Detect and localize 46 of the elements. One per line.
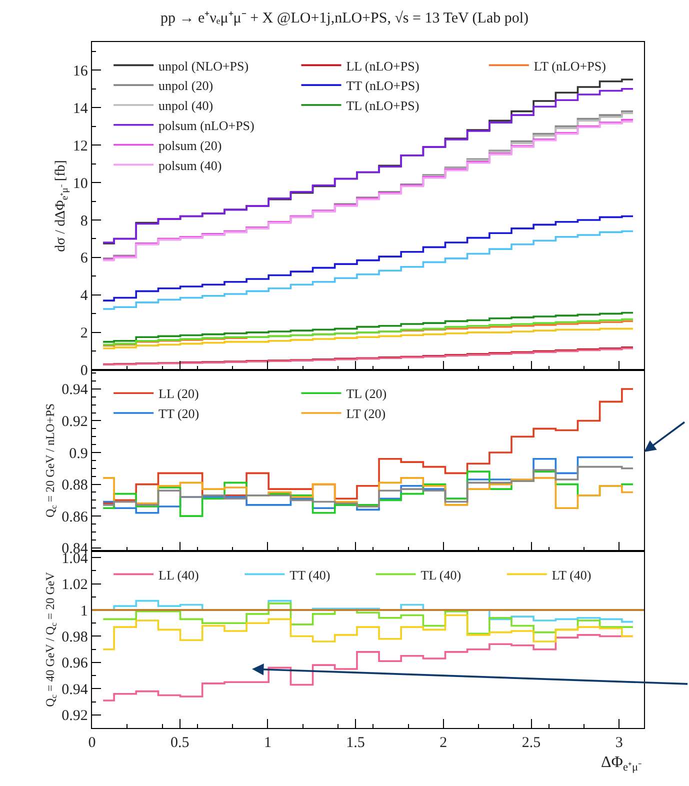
- y-tick-label: 14: [72, 100, 88, 117]
- x-tick-label: 2.5: [522, 735, 541, 752]
- legend-label: LT (nLO+PS): [534, 58, 606, 74]
- y-tick-label: 16: [72, 63, 88, 80]
- y-tick-label: 0.98: [62, 629, 88, 646]
- y-tick-label: 12: [72, 138, 88, 154]
- y-tick-label: 2: [80, 326, 88, 342]
- y-tick-label: 0.9: [69, 446, 88, 462]
- y-tick-label: 0.94: [62, 682, 88, 698]
- y-tick-label: 10: [72, 176, 88, 192]
- legend-label: unpol (20): [158, 78, 214, 94]
- x-tick-label: 3: [615, 735, 623, 752]
- legend-label: TL (nLO+PS): [346, 98, 420, 114]
- legend-label: polsum (40): [158, 158, 222, 173]
- x-tick-label: 1.5: [346, 735, 365, 752]
- legend-label: LL (40): [158, 567, 199, 582]
- y-tick-label: 0.88: [62, 478, 88, 494]
- y-tick-label: 0.96: [62, 656, 88, 672]
- legend-label: LT (40): [552, 567, 592, 582]
- legend-label: unpol (40): [158, 98, 214, 114]
- y-tick-label: 6: [80, 250, 88, 267]
- legend-label: TT (nLO+PS): [346, 78, 420, 94]
- legend-label: TL (40): [420, 567, 462, 582]
- chart-title: pp → e⁺νₑμ⁺μ⁻ + X @LO+1j,nLO+PS, √s = 13 TeV (Lab pol): [160, 10, 529, 26]
- legend-label: TL (20): [346, 386, 387, 402]
- y-tick-label: 0.92: [62, 708, 88, 724]
- y-tick-label: 1.02: [62, 577, 88, 594]
- x-tick-label: 0.5: [170, 735, 190, 752]
- y-tick-label: 0.86: [62, 509, 88, 526]
- legend-label: TT (20): [158, 406, 200, 422]
- legend-label: unpol (NLO+PS): [158, 58, 249, 74]
- y-tick-label: 4: [80, 288, 88, 304]
- legend-label: polsum (nLO+PS): [158, 118, 254, 133]
- legend-label: LL (nLO+PS): [346, 58, 420, 74]
- y-tick-label: 0: [80, 363, 88, 380]
- y-tick-label: 1: [80, 603, 88, 620]
- x-tick-label: 2: [440, 735, 448, 752]
- legend-label: polsum (20): [158, 138, 222, 153]
- x-axis-title: ΔΦ$_{e⁺μ⁻}$: [601, 754, 642, 774]
- y-tick-label: 0.92: [62, 414, 88, 430]
- y-tick-label: 8: [80, 213, 88, 230]
- y-tick-label: 0.94: [62, 382, 88, 398]
- legend-label: LL (20): [158, 386, 199, 402]
- x-tick-label: 1: [264, 735, 272, 752]
- legend-label: LT (20): [346, 406, 386, 422]
- legend-label: TT (40): [290, 567, 330, 582]
